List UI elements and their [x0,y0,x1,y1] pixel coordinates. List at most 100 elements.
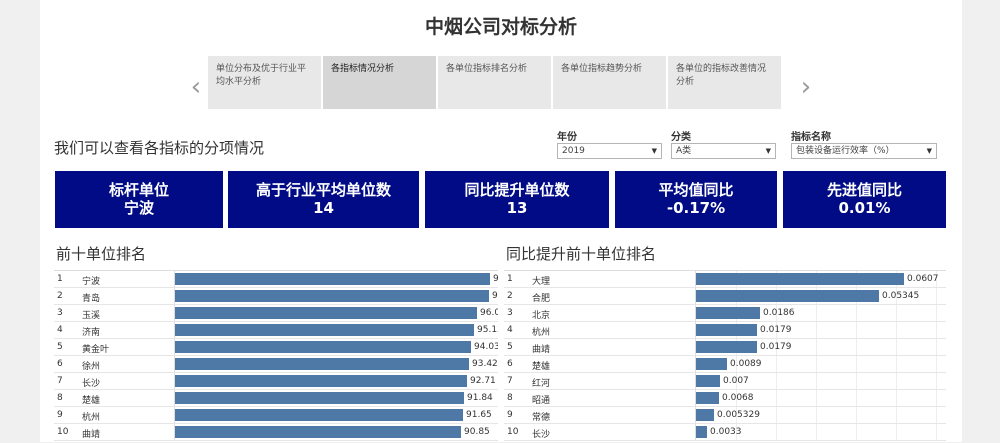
value-bar[interactable] [175,409,463,421]
bar-cell: 0.0068 [695,390,946,406]
gridline [816,424,817,440]
value-bar[interactable] [175,273,490,285]
value-bar[interactable] [696,409,714,421]
category-select[interactable]: A类 ▼ [671,143,776,159]
value-bar[interactable] [175,307,477,319]
value-label: 91.84 [467,393,493,403]
tab-5[interactable]: 各单位的指标改善情况 分析 [668,56,781,109]
rank-row[interactable]: 8 楚雄 91.84 [54,390,498,407]
rank-number: 9 [57,410,63,420]
rank-number: 4 [57,325,63,335]
gridline [936,305,937,321]
unit-name: 楚雄 [82,396,101,406]
kpi-advanced-yoy: 先进值同比 0.01% [783,171,946,228]
value-bar[interactable] [175,290,489,302]
rank-row[interactable]: 10 曲靖 90.85 [54,424,498,441]
unit-name: 昭通 [532,396,551,406]
value-bar[interactable] [696,426,707,438]
tab-label-line1: 单位分布及优于行业平 [216,64,307,74]
bar-cell: 93.42 [174,356,498,372]
value-bar[interactable] [696,324,757,336]
gridline [776,390,777,406]
tab-1[interactable]: 单位分布及优于行业平 均水平分析 [208,56,321,109]
gridline [736,390,737,406]
tab-2[interactable]: 各指标情况分析 [323,56,436,109]
gridline [856,305,857,321]
value-label: 0.0186 [763,308,795,318]
value-bar[interactable] [696,375,720,387]
value-bar[interactable] [175,358,469,370]
next-tab-arrow-icon[interactable]: › [800,72,812,102]
gridline [936,390,937,406]
kpi-label: 先进值同比 [826,181,902,199]
dropdown-arrow-icon: ▼ [651,147,657,155]
value-label: 91.65 [466,410,492,420]
indicator-select[interactable]: 包装设备运行效率（%） ▼ [791,143,937,159]
rank-row[interactable]: 2 青岛 99.67 [54,288,498,305]
gridline [856,390,857,406]
rank-row[interactable]: 10 长沙 0.0033 [504,424,946,441]
kpi-value: 14 [313,199,334,217]
kpi-label: 同比提升单位数 [464,181,570,199]
category-filter-label: 分类 [671,132,691,143]
rank-row[interactable]: 3 北京 0.0186 [504,305,946,322]
value-bar[interactable] [696,307,760,319]
value-bar[interactable] [175,426,461,438]
value-bar[interactable] [175,392,464,404]
rank-number: 6 [57,359,63,369]
rank-number: 5 [507,342,513,352]
bar-cell: 99.67 [174,288,498,304]
rank-row[interactable]: 9 常德 0.005329 [504,407,946,424]
rank-row[interactable]: 9 杭州 91.65 [54,407,498,424]
gridline [816,407,817,423]
rank-row[interactable]: 7 红河 0.007 [504,373,946,390]
rank-row[interactable]: 6 楚雄 0.0089 [504,356,946,373]
story-tabs: 单位分布及优于行业平 均水平分析 各指标情况分析 各单位指标排名分析 各单位指标趋势分析… [208,56,781,109]
tab-4[interactable]: 各单位指标趋势分析 [553,56,666,109]
value-bar[interactable] [696,290,879,302]
value-bar[interactable] [696,341,757,353]
bar-cell: 99.99 [174,271,498,287]
gridline [816,356,817,372]
kpi-value: 0.01% [838,199,891,217]
value-bar[interactable] [696,273,904,285]
bar-cell: 92.71 [174,373,498,389]
gridline [736,407,737,423]
gridline [736,424,737,440]
rank-row[interactable]: 1 大理 0.0607 [504,271,946,288]
rank-row[interactable]: 4 杭州 0.0179 [504,322,946,339]
indicator-select-value: 包装设备运行效率（%） [796,146,895,156]
section-subtitle: 我们可以查看各指标的分项情况 [54,139,265,157]
prev-tab-arrow-icon[interactable]: ‹ [190,72,202,102]
gridline [936,424,937,440]
rank-row[interactable]: 5 曲靖 0.0179 [504,339,946,356]
dropdown-arrow-icon: ▼ [765,147,771,155]
bar-cell: 0.005329 [695,407,946,423]
value-label: 95.13 [477,325,498,335]
value-bar[interactable] [175,375,467,387]
rank-row[interactable]: 5 黄金叶 94.03 [54,339,498,356]
tab-label-line1: 各指标情况分析 [331,64,395,74]
unit-name: 杭州 [82,413,101,423]
rank-row[interactable]: 4 济南 95.13 [54,322,498,339]
rank-row[interactable]: 1 宁波 99.99 [54,271,498,288]
rank-row[interactable]: 8 昭通 0.0068 [504,390,946,407]
rank-row[interactable]: 6 徐州 93.42 [54,356,498,373]
value-bar[interactable] [696,392,719,404]
year-select[interactable]: 2019 ▼ [557,143,662,159]
value-bar[interactable] [696,358,727,370]
page-title: 中烟公司对标分析 [424,16,577,38]
tab-3[interactable]: 各单位指标排名分析 [438,56,551,109]
kpi-value: 13 [506,199,528,217]
rank-row[interactable]: 7 长沙 92.71 [54,373,498,390]
rank-row[interactable]: 2 合肥 0.05345 [504,288,946,305]
gridline [736,373,737,389]
bar-cell: 91.84 [174,390,498,406]
value-bar[interactable] [175,324,474,336]
yoy-top-ten-title: 同比提升前十单位排名 [506,245,657,263]
gridline [816,305,817,321]
rank-row[interactable]: 3 玉溪 96.0885 [54,305,498,322]
value-bar[interactable] [175,341,471,353]
unit-name: 常德 [532,413,551,423]
kpi-benchmark-unit: 标杆单位 宁波 [55,171,223,228]
